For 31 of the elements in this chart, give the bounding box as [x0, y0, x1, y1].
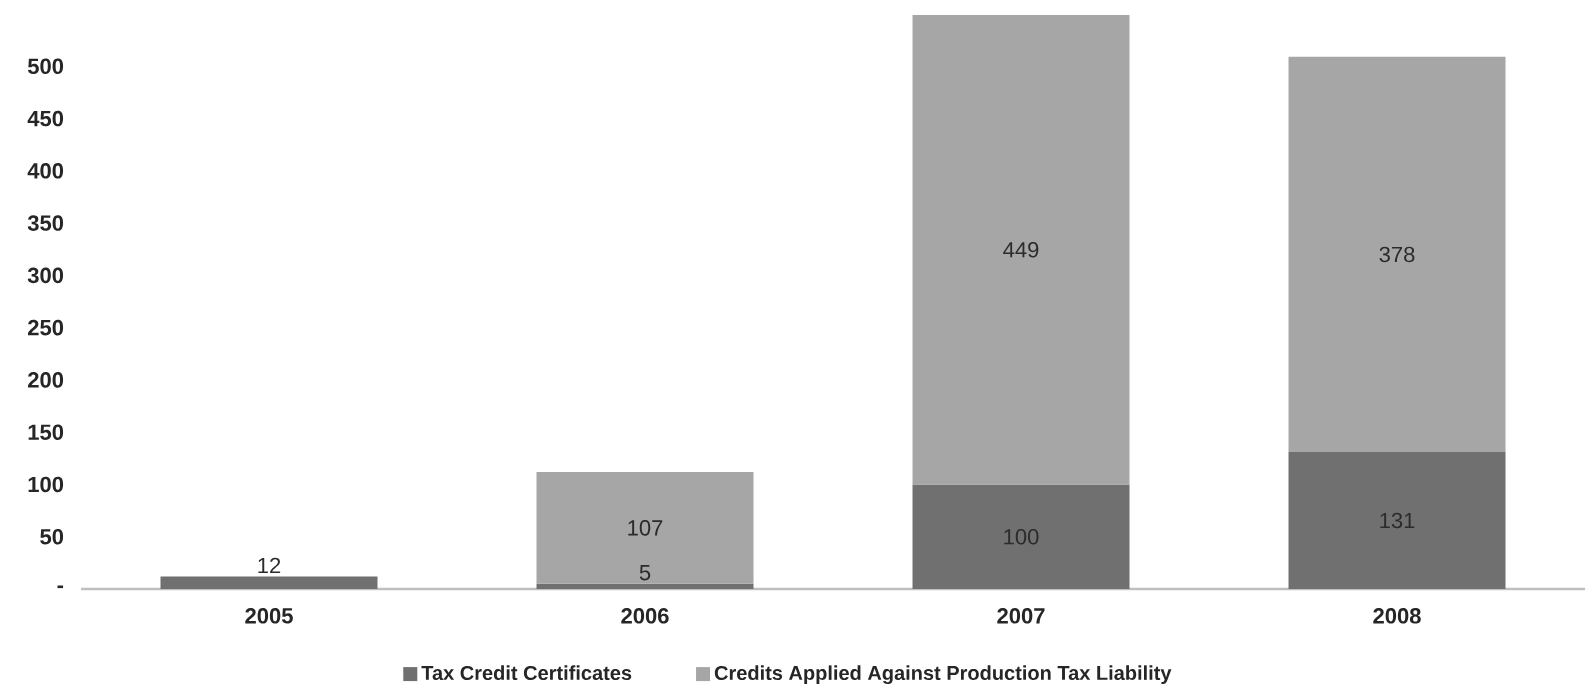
data-label: 100	[1004, 528, 1039, 545]
data-label: 107	[628, 520, 663, 536]
y-tick-label: 300	[27, 267, 64, 284]
legend-label: Tax Credit Certificates	[421, 665, 632, 681]
bar	[160, 576, 378, 589]
data-label: 5	[639, 565, 651, 581]
y-tick-label: 450	[27, 110, 64, 127]
x-tick-label: 2005	[245, 608, 293, 624]
y-tick-label: 350	[27, 215, 64, 231]
data-label: 449	[1003, 241, 1039, 258]
y-tick-label: 400	[27, 163, 64, 179]
y-tick-label: 500	[27, 58, 64, 75]
y-tick-label: 200	[28, 372, 64, 388]
bar	[912, 484, 1130, 589]
legend-label: Credits Applied Against Production Tax Liability	[714, 665, 1172, 685]
x-tick-label: 2006	[621, 608, 669, 624]
y-tick-label: 150	[28, 424, 64, 440]
x-tick-label: 2007	[997, 608, 1045, 624]
bar	[912, 15, 1130, 485]
data-label: 131	[1380, 512, 1415, 529]
data-label: 378	[1379, 246, 1415, 263]
bar	[536, 583, 754, 589]
y-tick-label: 100	[28, 476, 64, 493]
y-tick-label: -	[57, 585, 64, 589]
bar	[1288, 452, 1506, 589]
bar	[536, 471, 754, 584]
x-tick-label: 2008	[1373, 608, 1421, 624]
bar	[1288, 56, 1506, 453]
y-tick-label: 250	[28, 319, 64, 336]
data-label: 12	[258, 557, 281, 574]
y-tick-label: 50	[40, 528, 64, 545]
